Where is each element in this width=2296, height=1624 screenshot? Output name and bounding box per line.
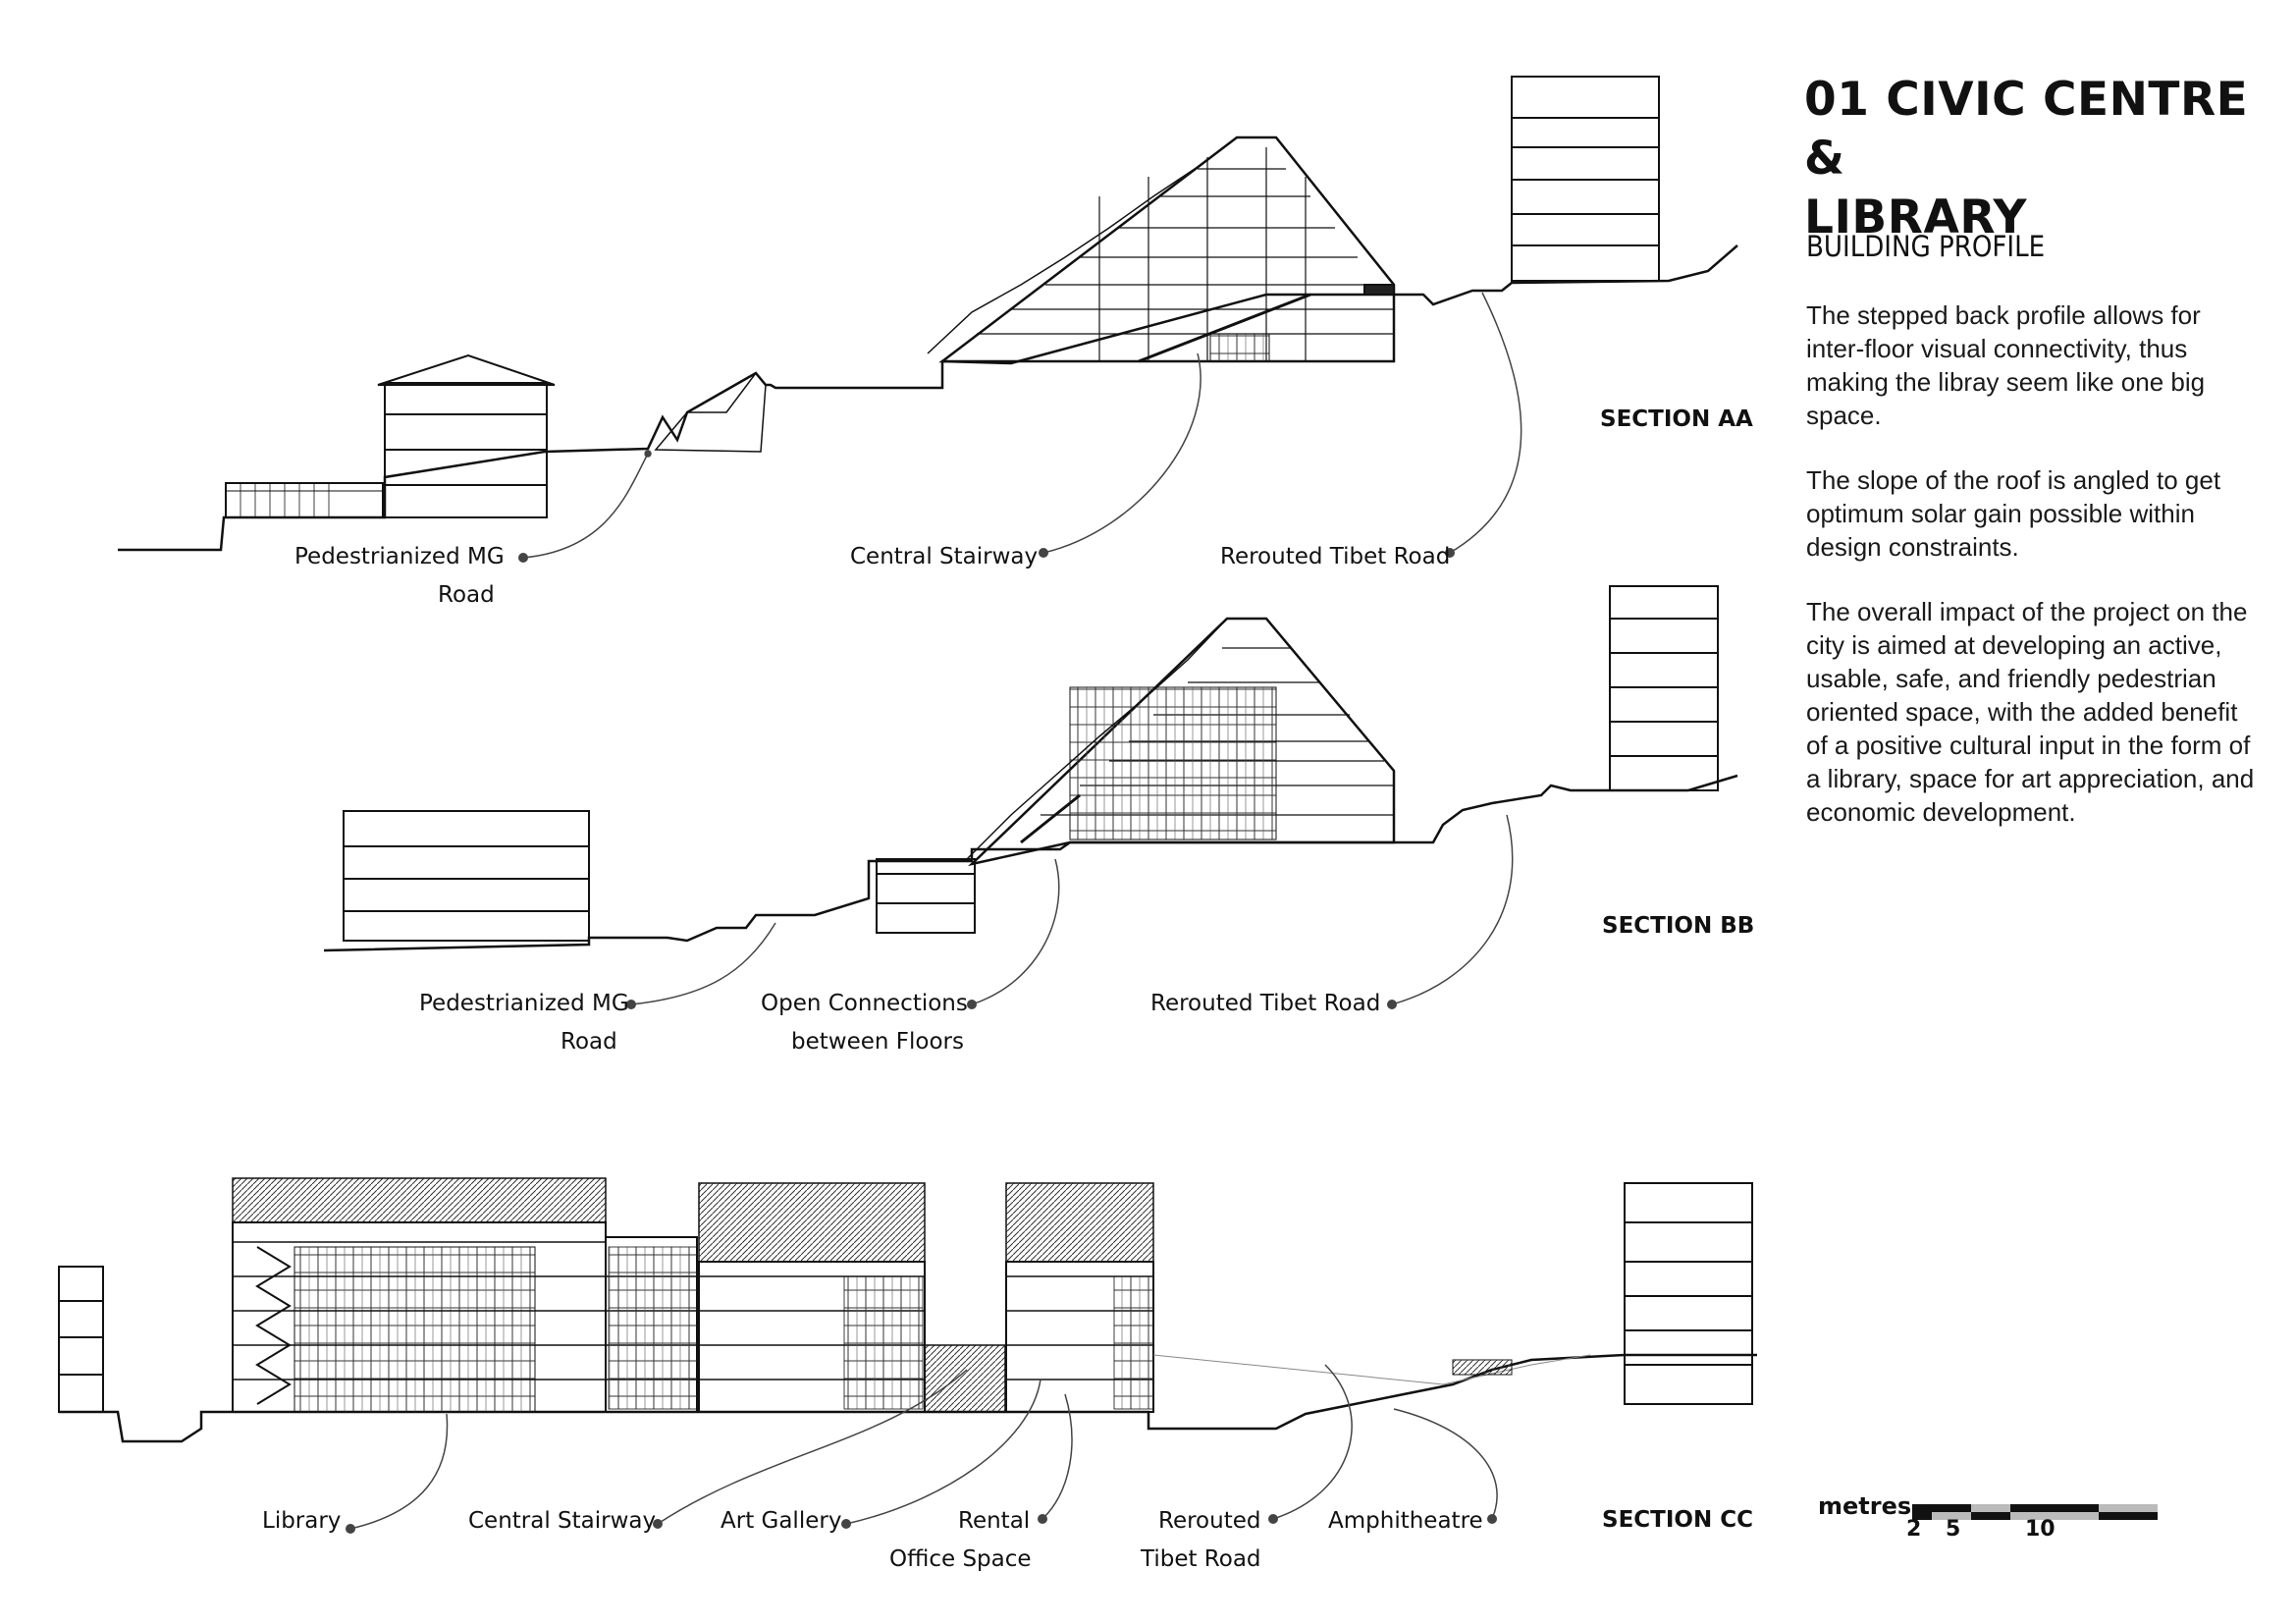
paragraph-1: The stepped back profile allows for inte… (1806, 300, 2206, 430)
scale-tick-2: 2 (1906, 1517, 1922, 1542)
cc-label-library: Library (262, 1508, 342, 1534)
section-cc-drawing (58, 1177, 1757, 1443)
aa-label-central-stairway: Central Stairway (850, 544, 1039, 569)
section-aa-drawing (118, 76, 1738, 552)
cc-label-rental: Rental (958, 1508, 1031, 1534)
section-cc-title: SECTION CC (1602, 1507, 1753, 1533)
cc-label-office-space: Office Space (889, 1546, 1032, 1572)
page-title: 01 CIVIC CENTRE & LIBRARY (1804, 71, 2296, 247)
section-bb-drawing (323, 585, 1738, 952)
section-aa-title: SECTION AA (1600, 406, 1753, 432)
subtitle: BUILDING PROFILE (1806, 230, 2046, 263)
cc-label-central-stairway: Central Stairway (468, 1508, 657, 1534)
cc-label-tibet-road: Tibet Road (1141, 1546, 1261, 1572)
bb-label-rerouted-tibet: Rerouted Tibet Road (1150, 991, 1381, 1016)
bb-label-road: Road (561, 1029, 617, 1055)
aa-label-pedestrianized: Pedestrianized MG (294, 544, 505, 569)
cc-label-rerouted: Rerouted (1158, 1508, 1261, 1534)
section-bb-title: SECTION BB (1602, 913, 1755, 939)
title-line-1: 01 CIVIC CENTRE & (1804, 73, 2249, 186)
scale-bar (1912, 1504, 2158, 1520)
paragraph-3: The overall impact of the project on the… (1806, 597, 2255, 827)
title-line-2: LIBRARY (1804, 190, 2027, 244)
scale-unit: metres (1818, 1492, 1912, 1520)
aa-label-rerouted-tibet: Rerouted Tibet Road (1220, 544, 1451, 569)
aa-label-road: Road (438, 582, 495, 608)
bb-label-open-connections: Open Connections (761, 991, 968, 1016)
scale-tick-10: 10 (2025, 1517, 2056, 1542)
cc-label-amphitheatre: Amphitheatre (1328, 1508, 1483, 1534)
scale-tick-5: 5 (1946, 1517, 1961, 1542)
paragraph-2: The slope of the roof is angled to get o… (1806, 465, 2221, 562)
cc-label-art-gallery: Art Gallery (721, 1508, 842, 1534)
leader-lines (347, 292, 1522, 1533)
bb-label-between-floors: between Floors (791, 1029, 964, 1055)
bb-label-pedestrianized: Pedestrianized MG (419, 991, 629, 1016)
